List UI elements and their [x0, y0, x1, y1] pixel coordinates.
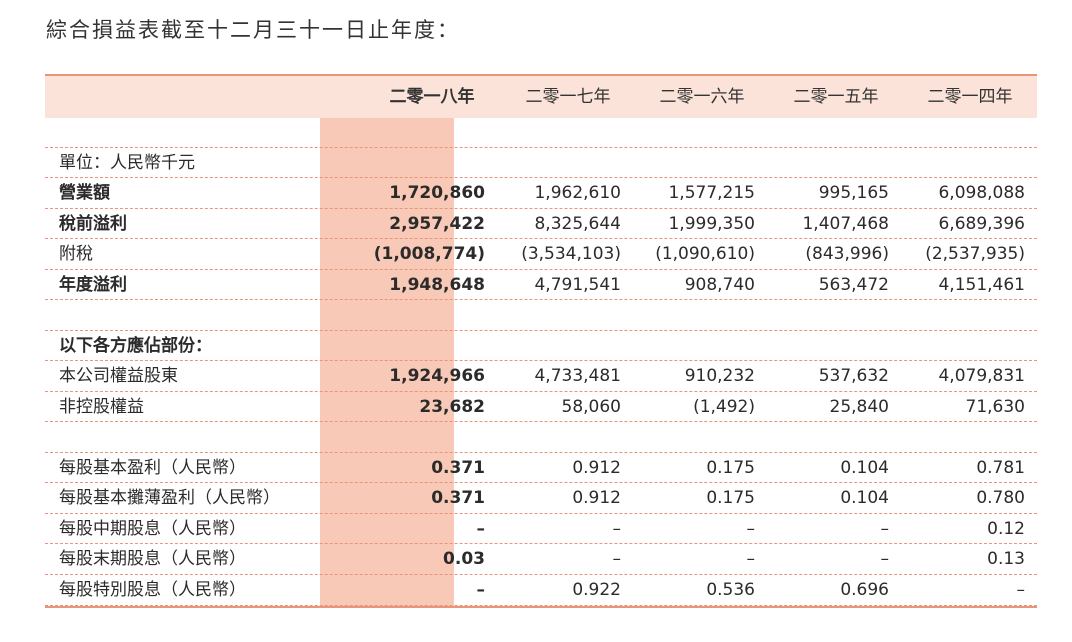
row-label: 營業額: [59, 183, 110, 203]
cell-2014: 0.12: [987, 519, 1025, 539]
income-statement-table: 二零一八年 二零一七年 二零一六年 二零一五年 二零一四年 單位：人民幣千元 營業…: [45, 74, 1037, 606]
cell-2015: 25,840: [829, 397, 889, 417]
table-row: 營業額 1,720,860 1,962,610 1,577,215 995,165 6,0…: [45, 178, 1037, 209]
table-row: 每股特別股息（人民幣） – 0.922 0.536 0.696 –: [45, 575, 1037, 606]
cell-2017: (3,534,103): [521, 244, 621, 264]
cell-2014: 4,079,831: [938, 366, 1025, 386]
cell-2017: 4,791,541: [534, 275, 621, 295]
cell-2015: 0.104: [840, 458, 889, 478]
cell-2016: (1,090,610): [655, 244, 755, 264]
cell-2015: –: [880, 519, 890, 539]
cell-2016: (1,492): [693, 397, 755, 417]
row-label: 每股特別股息（人民幣）: [59, 580, 246, 600]
cell-2017: 8,325,644: [534, 214, 621, 234]
cell-2018: 1,720,860: [389, 183, 485, 203]
cell-2018: 23,682: [419, 397, 485, 417]
cell-2015: 537,632: [818, 366, 889, 386]
cell-2017: 1,962,610: [534, 183, 621, 203]
cell-2017: 0.922: [572, 580, 621, 600]
cell-2014: 0.13: [987, 549, 1025, 569]
cell-2017: 0.912: [572, 488, 621, 508]
column-header-2015: 二零一五年: [793, 87, 879, 107]
cell-2016: 0.175: [706, 488, 755, 508]
row-label: 每股末期股息（人民幣）: [59, 549, 246, 569]
cell-2014: 0.780: [976, 488, 1025, 508]
table-row: 以下各方應佔部份：: [45, 331, 1037, 361]
cell-2015: –: [880, 549, 890, 569]
column-header-2016: 二零一六年: [659, 87, 745, 107]
cell-2016: –: [746, 519, 756, 539]
row-label: 附稅: [59, 244, 93, 264]
cell-2018: –: [476, 580, 486, 600]
cell-2018: 0.371: [431, 488, 485, 508]
cell-2015: 1,407,468: [802, 214, 889, 234]
row-label: 每股中期股息（人民幣）: [59, 519, 246, 539]
table-row: 稅前溢利 2,957,422 8,325,644 1,999,350 1,407,468…: [45, 209, 1037, 239]
row-label: 非控股權益: [59, 397, 144, 417]
cell-2017: 4,733,481: [534, 366, 621, 386]
table-row: 本公司權益股東 1,924,966 4,733,481 910,232 537,632 4…: [45, 361, 1037, 392]
table-row: 每股基本盈利（人民幣） 0.371 0.912 0.175 0.104 0.781: [45, 453, 1037, 483]
row-label: 每股基本盈利（人民幣）: [59, 458, 246, 478]
row-label: 本公司權益股東: [59, 366, 178, 386]
table-row: 單位：人民幣千元: [45, 148, 1037, 178]
table-row: 每股末期股息（人民幣） 0.03 – – – 0.13: [45, 544, 1037, 575]
cell-2018: –: [476, 519, 486, 539]
highlight-column-2018: [320, 74, 454, 608]
page-title: 綜合損益表截至十二月三十一日止年度：: [46, 18, 460, 42]
table-row: [45, 422, 1037, 453]
cell-2018: 2,957,422: [389, 214, 485, 234]
cell-2016: 910,232: [684, 366, 755, 386]
cell-2018: 0.371: [431, 458, 485, 478]
cell-2018: 0.03: [443, 549, 485, 569]
cell-2016: –: [746, 549, 756, 569]
cell-2014: 0.781: [976, 458, 1025, 478]
table-row: [45, 300, 1037, 331]
cell-2017: 58,060: [561, 397, 621, 417]
cell-2018: (1,008,774): [373, 244, 485, 264]
row-label: 單位：人民幣千元: [59, 153, 195, 173]
table-row: 每股中期股息（人民幣） – – – – 0.12: [45, 514, 1037, 544]
cell-2014: 6,098,088: [938, 183, 1025, 203]
table-bottom-rule: [45, 606, 1037, 608]
column-header-2018: 二零一八年: [389, 87, 475, 107]
cell-2016: 0.175: [706, 458, 755, 478]
cell-2016: 0.536: [706, 580, 755, 600]
cell-2018: 1,948,648: [389, 275, 485, 295]
row-label: 稅前溢利: [59, 214, 127, 234]
cell-2017: –: [612, 519, 622, 539]
cell-2015: 995,165: [818, 183, 889, 203]
column-header-2014: 二零一四年: [927, 87, 1013, 107]
cell-2016: 1,999,350: [668, 214, 755, 234]
row-label: 年度溢利: [59, 275, 127, 295]
cell-2016: 908,740: [684, 275, 755, 295]
row-label: 每股基本攤薄盈利（人民幣）: [59, 488, 280, 508]
cell-2018: 1,924,966: [389, 366, 485, 386]
cell-2015: 0.104: [840, 488, 889, 508]
table-row: 每股基本攤薄盈利（人民幣） 0.371 0.912 0.175 0.104 0.780: [45, 483, 1037, 514]
table-row: 非控股權益 23,682 58,060 (1,492) 25,840 71,630: [45, 392, 1037, 422]
cell-2014: –: [1016, 580, 1026, 600]
cell-2015: 563,472: [818, 275, 889, 295]
cell-2014: 6,689,396: [938, 214, 1025, 234]
cell-2017: –: [612, 549, 622, 569]
cell-2014: 4,151,461: [938, 275, 1025, 295]
table-header: 二零一八年 二零一七年 二零一六年 二零一五年 二零一四年: [45, 74, 1037, 118]
table-row: 年度溢利 1,948,648 4,791,541 908,740 563,472 4,15…: [45, 270, 1037, 300]
cell-2014: (2,537,935): [925, 244, 1025, 264]
cell-2015: 0.696: [840, 580, 889, 600]
table-row: [45, 118, 1037, 148]
column-header-2017: 二零一七年: [525, 87, 611, 107]
table-row: 附稅 (1,008,774) (3,534,103) (1,090,610) (843,…: [45, 239, 1037, 270]
cell-2016: 1,577,215: [668, 183, 755, 203]
cell-2014: 71,630: [965, 397, 1025, 417]
cell-2017: 0.912: [572, 458, 621, 478]
row-label: 以下各方應佔部份：: [59, 336, 212, 356]
cell-2015: (843,996): [805, 244, 889, 264]
